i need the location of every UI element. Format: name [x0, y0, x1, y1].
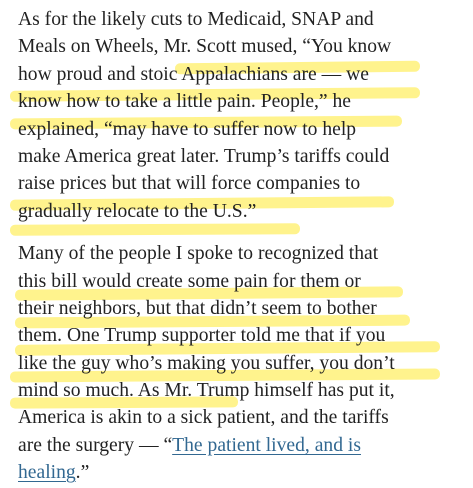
text-line: make America great later. Trump’s tariff… [18, 143, 395, 170]
text-span: make America great later. Trump’s tariff… [18, 145, 390, 167]
text-span: know how to take a little pain. People,”… [18, 91, 352, 113]
text-line: Many of the people I spoke to recognized… [18, 240, 395, 267]
text-span: mind so much. As Mr. Trump himself has p… [18, 380, 395, 402]
text-line: As for the likely cuts to Medicaid, SNAP… [18, 6, 395, 33]
text-line: this bill would create some pain for the… [18, 268, 395, 295]
text-line: Meals on Wheels, Mr. Scott mused, “You k… [18, 33, 395, 60]
text-span: .” [75, 462, 90, 484]
text-span: are the surgery — “ [18, 434, 173, 456]
text-span: raise prices but that will force compani… [18, 173, 361, 195]
text-line: their neighbors, but that didn’t seem to… [18, 295, 395, 322]
text-span: Many of the people I spoke to recognized… [18, 243, 379, 265]
text-span: their neighbors, but that didn’t seem to… [18, 297, 377, 319]
paragraph: Many of the people I spoke to recognized… [18, 240, 395, 487]
text-span: gradually relocate to the U.S.” [18, 200, 257, 222]
text-span: them. One Trump supporter told me that i… [18, 325, 386, 347]
link[interactable]: healing [18, 462, 76, 484]
text-span: Meals on Wheels, Mr. Scott mused, “You k… [18, 36, 392, 58]
text-line: like the guy who’s making you suffer, yo… [18, 350, 395, 377]
text-span: like the guy who’s making you suffer, yo… [18, 352, 395, 374]
article-text: As for the likely cuts to Medicaid, SNAP… [18, 6, 395, 488]
paragraph: As for the likely cuts to Medicaid, SNAP… [18, 6, 395, 225]
text-span: this bill would create some pain for the… [18, 270, 361, 292]
text-span: explained, “may have to suffer now to he… [18, 118, 357, 140]
text-line: how proud and stoic Appalachians are — w… [18, 61, 395, 88]
text-line: are the surgery — “The patient lived, an… [18, 432, 395, 459]
text-line: know how to take a little pain. People,”… [18, 88, 395, 115]
text-line: them. One Trump supporter told me that i… [18, 322, 395, 349]
text-line: raise prices but that will force compani… [18, 170, 395, 197]
text-span: As for the likely cuts to Medicaid, SNAP… [18, 9, 374, 30]
text-line: explained, “may have to suffer now to he… [18, 116, 395, 143]
text-line: gradually relocate to the U.S.” [18, 198, 395, 225]
text-span: America is akin to a sick patient, and t… [18, 407, 389, 429]
text-span: how proud and stoic Appalachians are — w… [18, 63, 369, 85]
link[interactable]: The patient lived, and is [172, 434, 361, 456]
text-line: healing.” [18, 459, 395, 486]
text-line: America is akin to a sick patient, and t… [18, 404, 395, 431]
text-line: mind so much. As Mr. Trump himself has p… [18, 377, 395, 404]
